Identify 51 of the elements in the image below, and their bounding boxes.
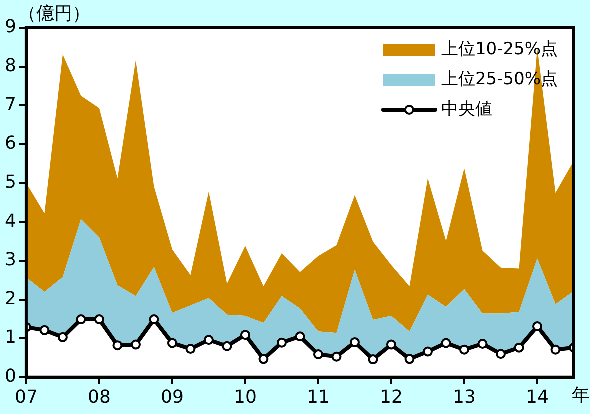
point [240, 330, 250, 340]
y-tick-label: 9 [5, 16, 16, 38]
point [149, 314, 160, 325]
y-tick-label: 3 [5, 250, 16, 271]
point [295, 332, 306, 342]
point [459, 344, 470, 355]
point [130, 340, 141, 350]
point [167, 338, 178, 348]
point [404, 354, 415, 364]
point [422, 346, 433, 357]
point [112, 340, 123, 351]
point [478, 339, 488, 350]
point [441, 338, 452, 348]
y-tick-label: 2 [5, 288, 16, 310]
y-tick-label: 0 [5, 366, 16, 388]
y-tick-label: 6 [5, 133, 16, 154]
x-tick-label: 13 [453, 386, 476, 408]
x-tick-label: 12 [380, 386, 403, 408]
point [94, 314, 104, 325]
y-tick-label: 7 [5, 94, 16, 116]
x-tick-label: 09 [161, 386, 184, 408]
point [186, 344, 196, 354]
point [368, 354, 378, 365]
x-tick-label: 14 [526, 386, 549, 408]
x-tick-label: 07 [15, 386, 38, 408]
point [496, 349, 506, 360]
point [332, 352, 342, 362]
point [58, 332, 68, 342]
y-tick-label: 8 [5, 55, 16, 76]
y-tick-label: 5 [5, 172, 16, 193]
x-tick-label: 10 [234, 386, 257, 408]
point [350, 337, 360, 348]
point [204, 335, 214, 346]
legend-label: 上位10-25%点 [441, 39, 558, 60]
point [313, 349, 324, 360]
x-axis-title: 年 [572, 385, 590, 406]
point [532, 322, 542, 332]
y-tick-label: 4 [5, 210, 16, 232]
point [550, 344, 561, 355]
point [40, 325, 50, 336]
point [514, 342, 524, 353]
y-tick-label: 1 [5, 327, 16, 348]
point [258, 354, 269, 364]
x-tick-label: 11 [307, 386, 330, 408]
point [386, 340, 396, 350]
legend-label: 中央値 [441, 99, 492, 120]
y-axis-title: （億円） [18, 4, 90, 25]
point [276, 338, 287, 348]
point [76, 314, 86, 325]
point [222, 341, 232, 352]
x-tick-label: 08 [88, 386, 111, 408]
